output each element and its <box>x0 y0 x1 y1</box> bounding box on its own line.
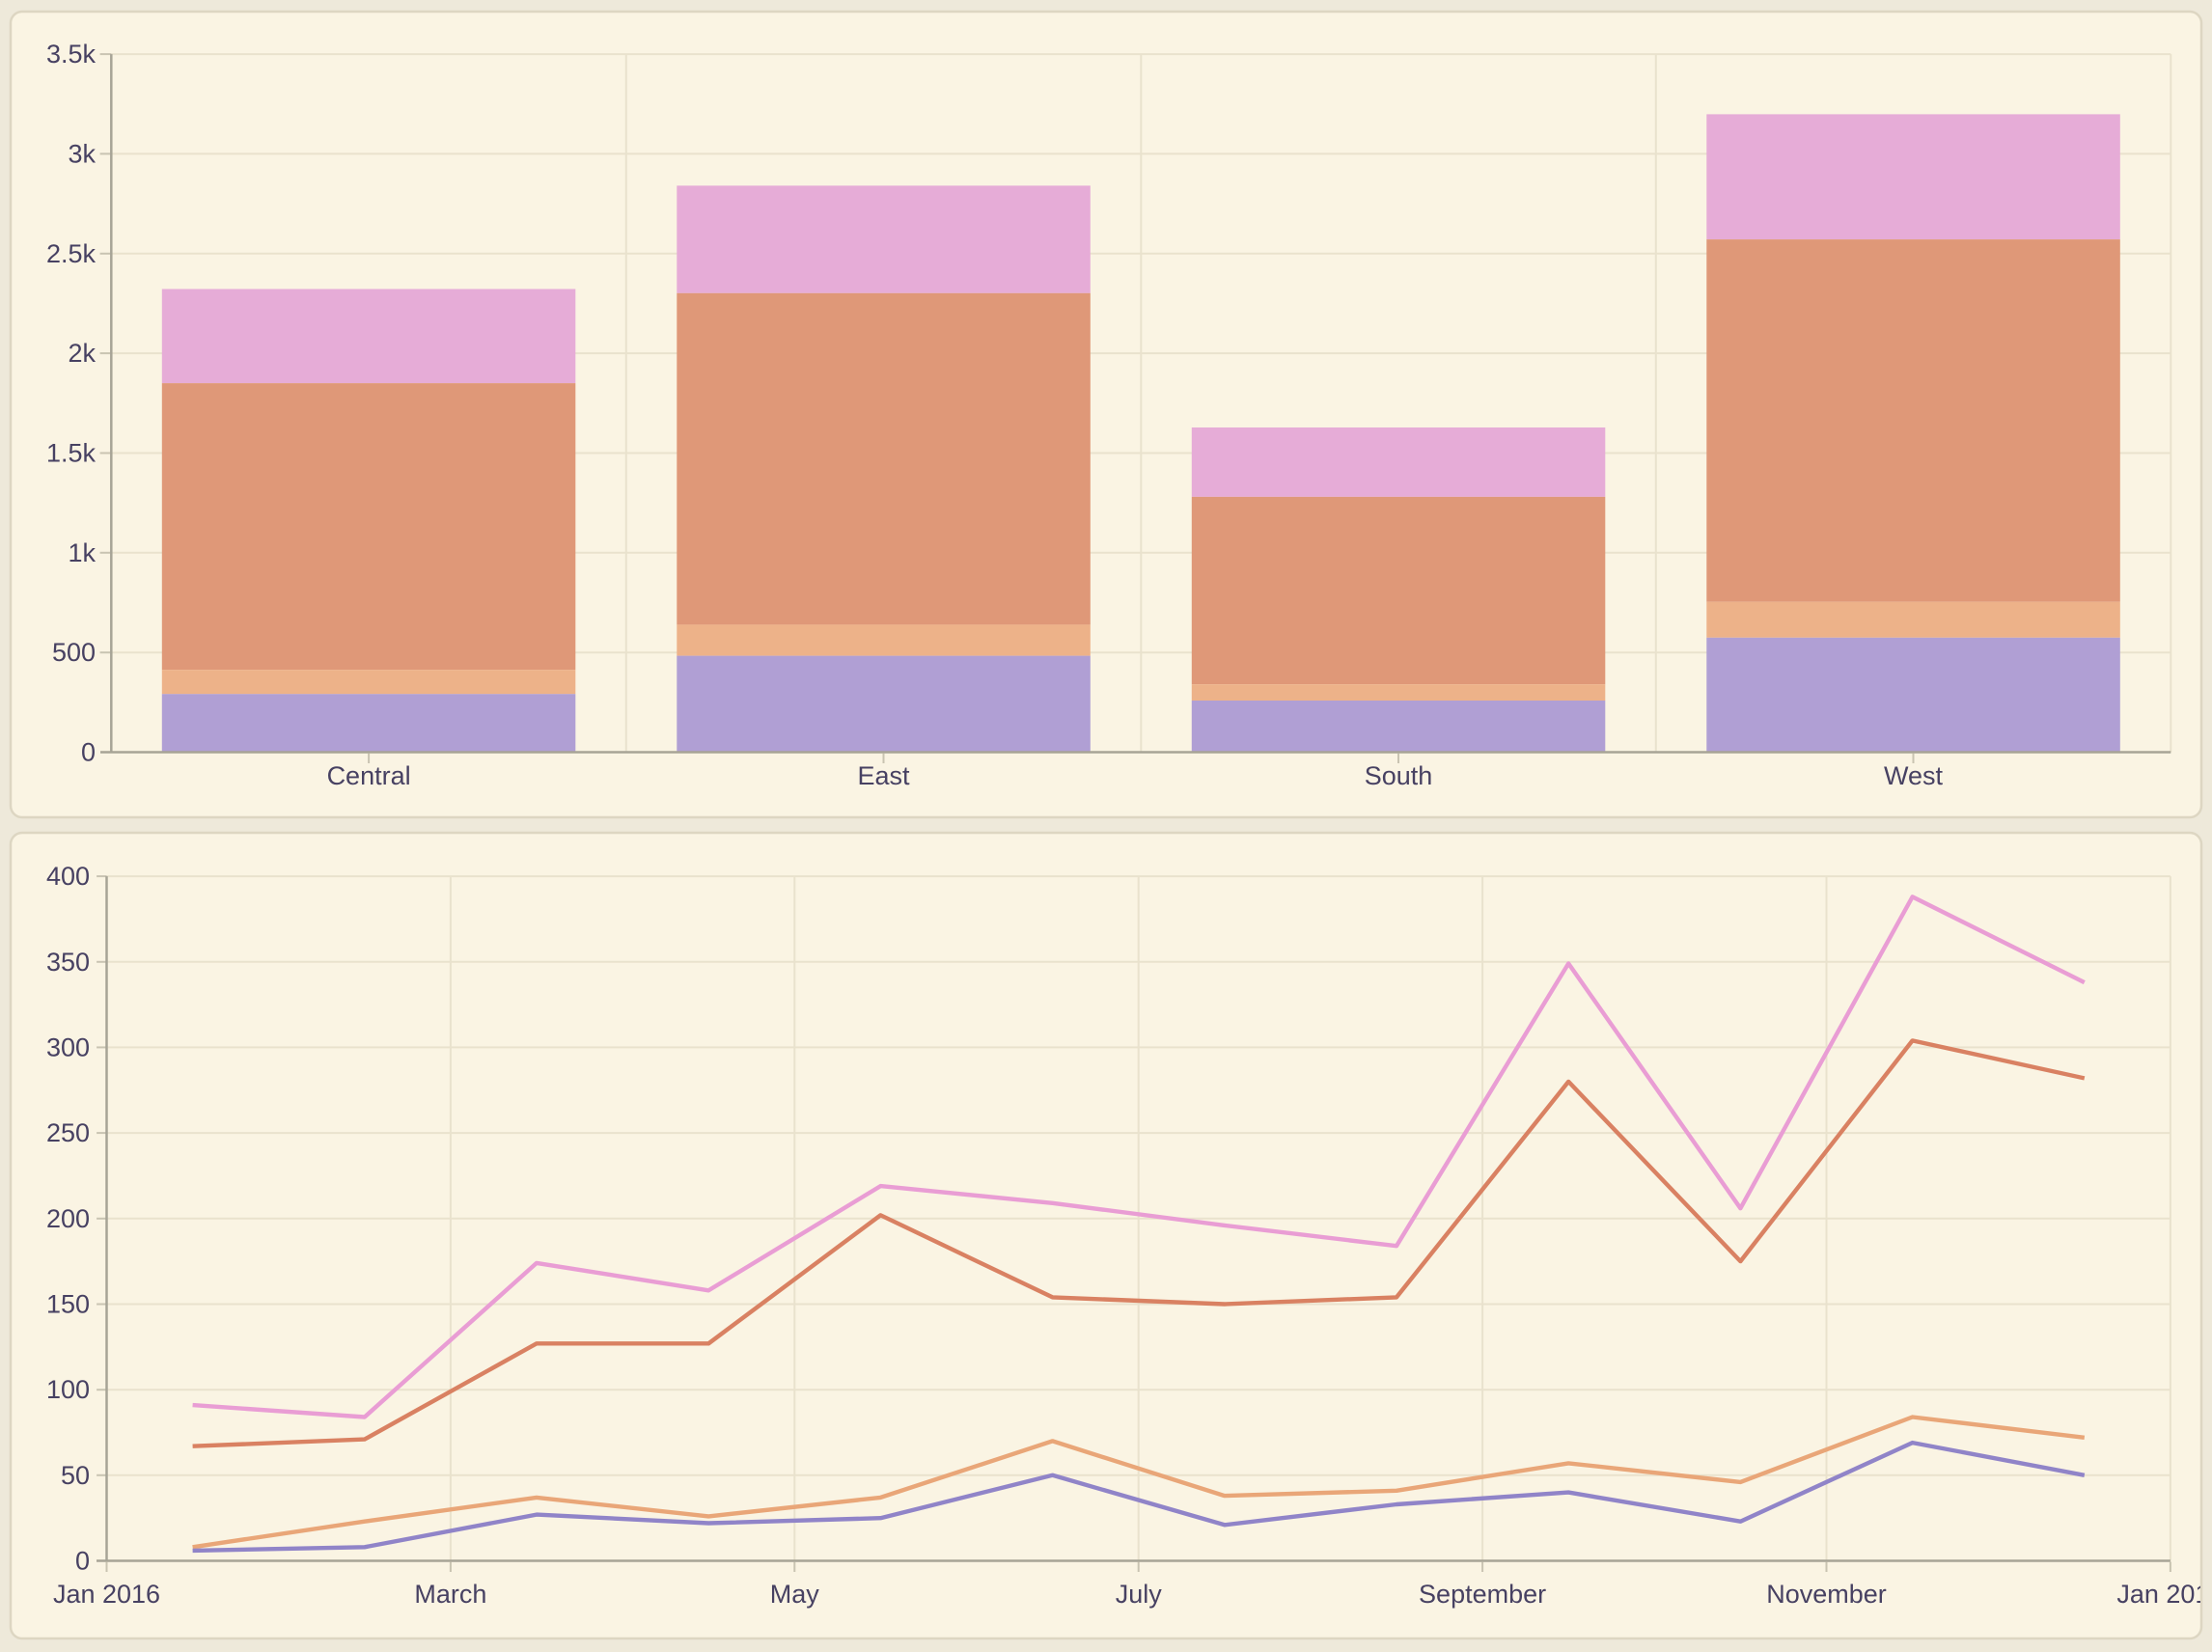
svg-text:3.5k: 3.5k <box>46 40 97 69</box>
svg-text:350: 350 <box>46 948 90 977</box>
svg-text:300: 300 <box>46 1032 90 1061</box>
svg-text:1.5k: 1.5k <box>46 439 97 468</box>
svg-text:500: 500 <box>52 638 96 667</box>
svg-text:0: 0 <box>81 738 96 767</box>
svg-text:March: March <box>414 1580 486 1609</box>
svg-text:July: July <box>1116 1580 1163 1609</box>
svg-text:250: 250 <box>46 1118 90 1147</box>
svg-text:1k: 1k <box>68 538 96 567</box>
svg-text:3k: 3k <box>68 139 96 168</box>
svg-text:Jan 2017: Jan 2017 <box>2116 1580 2212 1609</box>
svg-text:2k: 2k <box>68 339 96 368</box>
svg-text:50: 50 <box>61 1461 90 1490</box>
svg-text:200: 200 <box>46 1204 90 1233</box>
svg-text:West: West <box>1884 761 1944 790</box>
svg-text:East: East <box>857 761 910 790</box>
svg-text:150: 150 <box>46 1290 90 1319</box>
svg-text:400: 400 <box>46 862 90 891</box>
svg-text:Jan 2016: Jan 2016 <box>53 1580 160 1609</box>
svg-text:September: September <box>1419 1580 1546 1609</box>
svg-text:November: November <box>1766 1580 1887 1609</box>
svg-text:0: 0 <box>75 1547 90 1576</box>
svg-text:100: 100 <box>46 1375 90 1404</box>
svg-text:South: South <box>1365 761 1433 790</box>
svg-text:2.5k: 2.5k <box>46 239 97 268</box>
svg-text:May: May <box>770 1580 820 1609</box>
svg-text:Central: Central <box>327 761 411 790</box>
